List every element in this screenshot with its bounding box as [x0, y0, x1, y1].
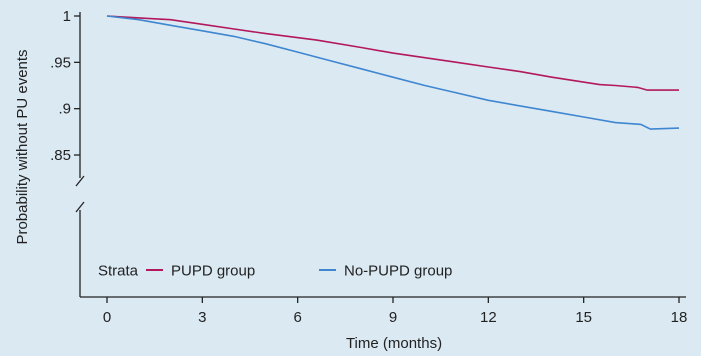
x-tick-label: 3	[198, 309, 206, 326]
axis-break-mark	[75, 201, 85, 213]
y-tick-label: 1	[63, 8, 71, 25]
axis-break-mark	[75, 175, 85, 187]
legend-label-pupd: PUPD group	[171, 263, 255, 280]
y-axis: 1 .95 .9 .85	[50, 8, 85, 297]
y-tick-label: .85	[50, 147, 71, 164]
x-axis: 0 3 6 9 12 15 18	[80, 296, 688, 326]
y-axis-title: Probability without PU events	[14, 49, 31, 244]
legend-title: Strata	[98, 263, 139, 280]
series-line-pupd	[106, 15, 679, 91]
y-tick-label: .9	[58, 101, 71, 118]
series-lines	[106, 15, 680, 130]
x-tick-label: 9	[389, 309, 397, 326]
x-tick-label: 0	[103, 309, 111, 326]
legend: Strata PUPD group No-PUPD group	[98, 263, 452, 280]
series-line-no-pupd	[106, 15, 680, 130]
x-tick-label: 12	[480, 309, 497, 326]
x-tick-label: 15	[575, 309, 592, 326]
y-tick-label: .95	[50, 54, 71, 71]
x-tick-label: 6	[293, 309, 301, 326]
x-axis-title: Time (months)	[346, 335, 442, 352]
x-tick-label: 18	[671, 309, 688, 326]
legend-label-no-pupd: No-PUPD group	[344, 263, 452, 280]
